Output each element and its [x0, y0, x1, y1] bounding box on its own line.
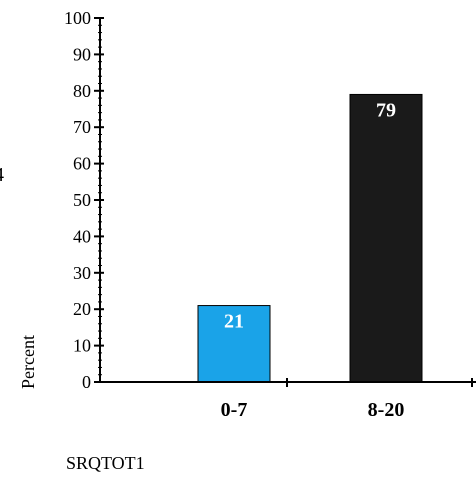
y-tick-label: 90: [73, 44, 91, 64]
y-tick-label: 0: [82, 372, 91, 392]
stray-character: 4: [0, 164, 4, 186]
y-tick-label: 60: [73, 154, 91, 174]
category-labels: 0-7 8-20: [221, 399, 405, 421]
data-label-0-7: 21: [224, 311, 244, 333]
y-tick-label: 40: [73, 226, 91, 246]
data-label-8-20: 79: [376, 99, 396, 121]
y-tick-label: 100: [64, 8, 91, 28]
category-label-0-7: 0-7: [221, 399, 248, 421]
value-labels: 21 79: [224, 99, 396, 332]
y-tick-label: 20: [73, 299, 91, 319]
bar-8-20: [349, 93, 423, 383]
bar-0-7: [197, 305, 271, 383]
y-tick-label: 50: [73, 190, 91, 210]
bars: [197, 93, 423, 383]
y-tick-label: 30: [73, 263, 91, 283]
x-axis-title: SRQTOT1: [66, 453, 145, 473]
y-axis-ticks: 0 10 20 30 40 50 60 70 80 90 100: [64, 8, 104, 392]
y-tick-label: 10: [73, 336, 91, 356]
y-axis-title: Percent: [18, 335, 38, 389]
category-label-8-20: 8-20: [368, 399, 405, 421]
y-tick-label: 70: [73, 117, 91, 137]
y-tick-label: 80: [73, 81, 91, 101]
